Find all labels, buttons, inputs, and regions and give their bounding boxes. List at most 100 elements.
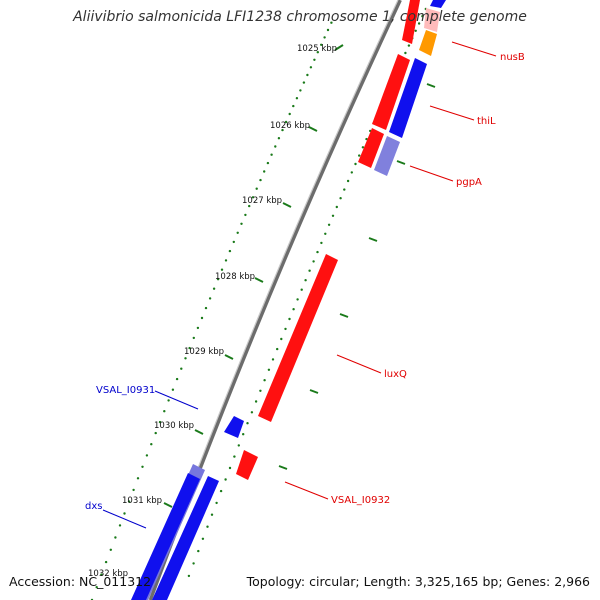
ruler-dot [233, 455, 236, 458]
ruler-dot [208, 297, 212, 300]
ruler-dot [316, 51, 319, 54]
gene-dxs[interactable] [131, 473, 200, 600]
ruler-dot [304, 279, 307, 282]
ruler-dot [421, 15, 424, 18]
ruler-dot [292, 308, 295, 311]
gene-VSAL_I0932[interactable] [236, 450, 258, 480]
gene-labels: nusB thiL pgpA luxQ VSAL_I0931 VSAL_I093… [85, 52, 525, 512]
gene-label-luxQ[interactable]: luxQ [384, 369, 407, 380]
map-title: Aliivibrio salmonicida LFI1238 chromosom… [73, 9, 527, 25]
ruler-dot [296, 298, 299, 301]
ruler-dot [346, 179, 350, 183]
gene-label-thiL[interactable]: thiL [477, 116, 496, 127]
ruler-dot [358, 154, 361, 157]
callout-VSAL_I0932 [284, 481, 329, 500]
callout-pgpA [409, 165, 454, 182]
gene-label-dxs[interactable]: dxs [85, 501, 102, 512]
ruler-dot [210, 513, 214, 516]
ruler-dot [132, 488, 135, 492]
ruler-dot [407, 44, 411, 47]
tick-mark [163, 502, 173, 508]
ruler-dot [365, 137, 368, 141]
ruler-dot [343, 188, 346, 191]
ruler-dot [123, 512, 126, 515]
tick-label: 1025 kbp [297, 44, 337, 54]
tick-label: 1029 kbp [184, 347, 224, 357]
ruler-dot [242, 433, 245, 436]
gene-thiL[interactable] [389, 58, 427, 138]
ruler-dot [281, 128, 284, 132]
ruler-dot [259, 178, 262, 182]
gene-nusB-faded[interactable] [424, 8, 440, 32]
tick-mark [368, 237, 378, 242]
gene-top-red[interactable] [402, 0, 420, 44]
ruler-dot [244, 213, 247, 217]
ruler-dot [216, 278, 220, 281]
callout-dxs [102, 509, 147, 529]
ruler-dot [361, 146, 365, 149]
gene-luxQ[interactable] [258, 254, 338, 422]
callout-luxQ [336, 354, 382, 374]
gene-label-nusB[interactable]: nusB [500, 52, 525, 63]
gene-dxs-2[interactable] [152, 476, 219, 600]
ruler-dot [306, 73, 309, 77]
ruler-dot [266, 161, 270, 165]
ruler-dot [180, 367, 183, 370]
ruler-dot [280, 337, 283, 341]
gene-label-VSAL_I0931[interactable]: VSAL_I0931 [96, 385, 155, 396]
gene-pgpA-red[interactable] [358, 128, 384, 168]
ruler-dot [339, 197, 342, 200]
ruler-dot [259, 389, 262, 392]
ruler-dot [141, 465, 144, 468]
gene-nusB[interactable] [419, 30, 437, 56]
ruler-dot [288, 112, 291, 116]
tick-label: 1026 kbp [270, 121, 310, 131]
ruler-dot [251, 196, 255, 199]
tick-mark [224, 354, 234, 360]
ruler-dot [219, 489, 223, 493]
gene-top-blue[interactable] [430, 0, 446, 8]
ruler-dot [299, 89, 302, 92]
ruler-dot [284, 327, 287, 331]
ruler-dot [201, 537, 205, 540]
ruler-dot [118, 524, 122, 527]
ruler-dot [263, 170, 266, 173]
tick-mark [309, 389, 319, 394]
topology-text: Topology: circular; Length: 3,325,165 bp… [246, 574, 590, 589]
ruler-dot [327, 223, 331, 226]
ruler-dot [187, 574, 191, 578]
ruler-dot [255, 187, 258, 190]
ruler-dot [167, 399, 170, 402]
gene-label-pgpA[interactable]: pgpA [456, 177, 482, 188]
ruler-dot [326, 28, 330, 32]
ruler-dot [188, 346, 191, 350]
ruler-dot [417, 22, 421, 25]
ruler-dot [212, 287, 216, 290]
ruler-dot [228, 466, 232, 470]
ruler-dot [240, 222, 243, 225]
ruler-dot [184, 357, 187, 360]
ruler-dot [200, 316, 204, 320]
ruler-dot [331, 214, 335, 217]
ruler-dot [127, 500, 131, 503]
ruler-dot [295, 97, 299, 100]
tick-mark [426, 83, 436, 88]
ruler-dot [224, 259, 228, 262]
ruler-dot [288, 317, 291, 321]
tick-mark [334, 44, 344, 51]
ruler-dot [114, 536, 117, 539]
ruler-dot [414, 29, 417, 32]
tick-mark [254, 277, 264, 283]
ruler-dot [228, 249, 232, 253]
ruler-dot [308, 269, 311, 272]
tick-mark [282, 202, 292, 208]
tick-mark [194, 429, 204, 435]
ruler-dot [292, 104, 295, 108]
gene-pgpA[interactable] [374, 136, 400, 176]
gene-label-VSAL_I0932[interactable]: VSAL_I0932 [331, 495, 390, 506]
gene-thiL-red[interactable] [372, 54, 410, 130]
ruler-dots [90, 7, 427, 600]
gene-VSAL_I0931[interactable] [224, 416, 244, 438]
ruler-dot [270, 153, 273, 156]
tick-mark [396, 160, 406, 165]
